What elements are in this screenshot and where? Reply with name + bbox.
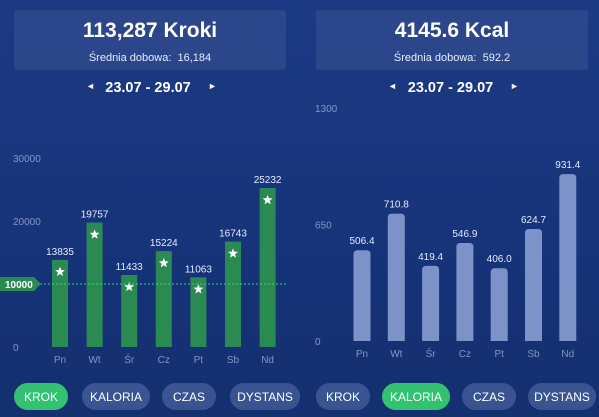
x-tick-label: Sb: [527, 349, 540, 360]
bar: [121, 274, 138, 347]
tab-krok[interactable]: KROK: [316, 383, 370, 410]
steps-bar-chart: 30000 20000 0 13835 Pn 19757 Wt 11433 Śr 15224 Cz 1…: [0, 154, 286, 366]
data-label: 19757: [81, 210, 109, 221]
bar: [353, 250, 371, 341]
star-icon: [55, 266, 65, 277]
data-label: 546.9: [452, 229, 477, 240]
x-tick-label: Śr: [124, 353, 135, 366]
bar: [422, 265, 440, 341]
tab-krok[interactable]: KROK: [14, 383, 68, 410]
x-tick-label: Wt: [88, 355, 100, 366]
data-label: 13835: [46, 247, 74, 258]
prev-week-icon[interactable]: ◄: [86, 81, 95, 91]
bar: [559, 174, 577, 341]
data-label: 11433: [116, 262, 144, 273]
calories-date-range: 23.07 - 29.07: [407, 80, 494, 96]
calories-summary-card: 4145.6 Kcal Średnia dobowa: 592.2: [316, 10, 588, 70]
target-badge: [0, 277, 41, 291]
x-tick-label: Wt: [390, 349, 402, 360]
data-label: 506.4: [349, 236, 374, 247]
calories-date-navigator: ◄ 23.07 - 29.07 ►: [302, 79, 599, 99]
x-tick-label: Śr: [426, 347, 437, 360]
data-label: 419.4: [418, 252, 443, 263]
calories-panel: 4145.6 Kcal Średnia dobowa: 592.2 ◄ 23.0…: [302, 0, 599, 417]
steps-date-range: 23.07 - 29.07: [105, 80, 191, 96]
bar: [259, 188, 276, 347]
prev-week-icon[interactable]: ◄: [388, 81, 397, 91]
star-icon: [193, 284, 204, 294]
data-label: 11063: [185, 264, 213, 275]
y-tick-label: 0: [13, 343, 19, 354]
next-week-icon[interactable]: ►: [208, 81, 217, 91]
calories-total: 4145.6 Kcal: [394, 19, 510, 42]
bar: [52, 259, 68, 347]
bar: [86, 222, 103, 347]
y-tick-label: 1300: [315, 104, 338, 115]
star-icon: [262, 194, 273, 205]
data-label: 931.4: [555, 160, 580, 171]
steps-daily-average: Średnia dobowa: 16,184: [14, 52, 286, 64]
x-tick-label: Pt: [194, 355, 204, 366]
y-tick-label: 0: [315, 337, 321, 348]
star-icon: [124, 281, 135, 292]
tab-kaloria[interactable]: KALORIA: [382, 383, 450, 410]
star-icon: [89, 229, 100, 239]
steps-avg-label: Średnia dobowa:: [88, 52, 172, 64]
tab-kaloria[interactable]: KALORIA: [82, 383, 150, 410]
data-label: 624.7: [521, 215, 546, 226]
next-week-icon[interactable]: ►: [510, 81, 519, 91]
star-icon: [158, 257, 169, 268]
steps-avg-value: 16,184: [177, 52, 212, 64]
tab-czas[interactable]: CZAS: [162, 383, 216, 410]
bar: [456, 242, 474, 341]
bar: [155, 251, 172, 347]
target-label: 10000: [5, 280, 33, 291]
steps-date-navigator: ◄ 23.07 - 29.07 ►: [0, 79, 296, 99]
calories-avg-value: 592.2: [482, 52, 511, 64]
bar: [387, 213, 405, 341]
y-tick-label: 650: [315, 221, 332, 232]
x-tick-label: Nd: [261, 355, 274, 366]
y-tick-label: 30000: [13, 154, 41, 165]
calories-avg-label: Średnia dobowa:: [393, 52, 477, 64]
x-tick-label: Sb: [227, 355, 240, 366]
y-tick-label: 20000: [13, 217, 41, 228]
steps-panel: 113,287 Kroki Średnia dobowa: 16,184 ◄ 2…: [0, 0, 300, 417]
data-label: 710.8: [384, 200, 409, 211]
bar: [190, 277, 207, 347]
calories-bar-chart: 1300 650 0 506.4 Pn 710.8 Wt 419.4 Śr 546.9 Cz 406.…: [315, 104, 581, 360]
steps-summary-card: 113,287 Kroki Średnia dobowa: 16,184: [14, 10, 286, 70]
tab-dystans[interactable]: DYSTANS: [230, 383, 300, 410]
bar: [490, 268, 508, 341]
star-icon: [228, 248, 238, 258]
x-tick-label: Nd: [561, 349, 574, 360]
data-label: 16743: [219, 229, 247, 240]
bar: [225, 241, 241, 347]
x-tick-label: Cz: [158, 355, 170, 366]
x-tick-label: Pt: [494, 349, 504, 360]
x-tick-label: Cz: [459, 349, 471, 360]
data-label: 406.0: [487, 254, 512, 265]
tab-dystans[interactable]: DYSTANS: [528, 383, 596, 410]
data-label: 15224: [150, 238, 178, 249]
data-label: 25232: [254, 175, 282, 186]
steps-total: 113,287 Kroki: [82, 19, 218, 42]
x-tick-label: Pn: [54, 355, 66, 366]
tab-czas[interactable]: CZAS: [462, 383, 516, 410]
steps-tab-bar: KROK KALORIA CZAS DYSTANS: [0, 383, 300, 411]
x-tick-label: Pn: [356, 349, 368, 360]
bar: [525, 229, 542, 341]
calories-daily-average: Średnia dobowa: 592.2: [316, 52, 588, 64]
calories-tab-bar: KROK KALORIA CZAS DYSTANS: [302, 383, 599, 411]
